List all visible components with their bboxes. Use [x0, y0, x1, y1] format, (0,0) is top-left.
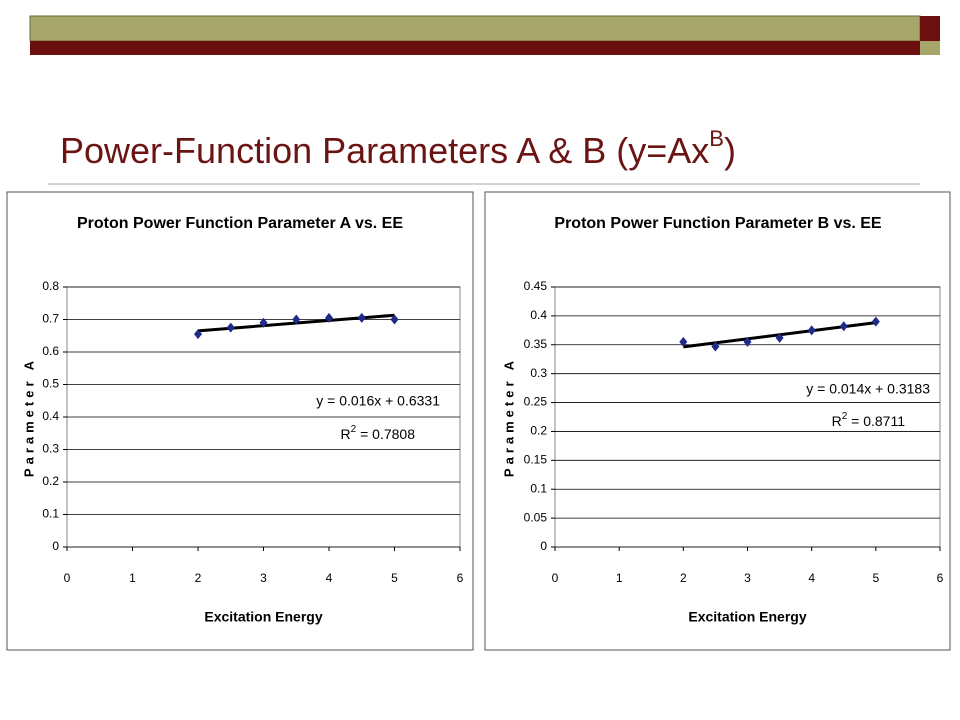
r2-sup: 2: [842, 411, 848, 422]
top-bar: [29, 15, 921, 42]
data-point: [743, 336, 752, 347]
data-point: [679, 336, 688, 347]
y-tick-label: 0.2: [530, 424, 547, 438]
y-tick-label: 0.3: [42, 442, 59, 456]
chart-panel: [6, 191, 474, 651]
data-point: [711, 341, 720, 352]
y-tick-label: 0.1: [42, 507, 59, 521]
x-axis-label: Excitation Energy: [204, 609, 322, 625]
x-tick-label: 0: [552, 571, 559, 585]
chart-title: Proton Power Function Parameter A vs. EE: [77, 215, 403, 232]
x-axis-label: Excitation Energy: [688, 609, 806, 625]
y-tick-label: 0.8: [42, 279, 59, 293]
x-tick-label: 2: [680, 571, 687, 585]
title-text: ): [724, 130, 736, 171]
x-tick-label: 6: [457, 571, 464, 585]
x-tick-label: 5: [872, 571, 879, 585]
corner-square: [920, 41, 940, 55]
x-tick-label: 5: [391, 571, 398, 585]
y-tick-label: 0.45: [524, 279, 548, 293]
y-tick-label: 0.6: [42, 344, 59, 358]
title-text: Power-Function Parameters A & B (y=Ax: [60, 130, 709, 171]
data-point: [775, 332, 784, 343]
chart-panel: [484, 191, 951, 651]
title-sup: B: [709, 126, 724, 151]
x-tick-label: 0: [64, 571, 71, 585]
corner-square: [920, 16, 940, 41]
r2-text: = 0.8711: [847, 413, 905, 429]
x-tick-label: 1: [129, 571, 136, 585]
x-tick-label: 6: [937, 571, 944, 585]
y-tick-label: 0: [540, 539, 547, 553]
data-point: [871, 316, 880, 327]
x-tick-label: 1: [616, 571, 623, 585]
x-tick-label: 3: [744, 571, 751, 585]
y-tick-label: 0.1: [530, 481, 547, 495]
y-tick-label: 0.4: [530, 308, 547, 322]
data-point: [226, 322, 235, 333]
y-tick-label: 0.3: [530, 366, 547, 380]
y-tick-label: 0.5: [42, 377, 59, 391]
slide-title: Power-Function Parameters A & B (y=AxB): [60, 126, 736, 170]
x-tick-label: 2: [195, 571, 202, 585]
data-point: [325, 312, 333, 323]
accent-bar: [30, 41, 920, 55]
x-tick-label: 4: [808, 571, 815, 585]
x-tick-label: 3: [260, 571, 267, 585]
r2-text: = 0.7808: [356, 426, 415, 442]
y-tick-label: 0.05: [524, 510, 548, 524]
y-tick-label: 0: [52, 539, 59, 553]
r2-sup: 2: [351, 424, 357, 435]
trend-equation: y = 0.016x + 0.6331: [316, 393, 440, 409]
y-axis-label: Parameter A: [501, 357, 516, 477]
r2-text: R: [832, 413, 842, 429]
r-squared: R2 = 0.7808: [341, 424, 416, 442]
trend-equation: y = 0.014x + 0.3183: [806, 381, 930, 397]
chart-title: Proton Power Function Parameter B vs. EE: [554, 215, 882, 232]
data-point: [194, 329, 202, 340]
data-point: [292, 314, 301, 325]
y-tick-label: 0.15: [524, 453, 548, 467]
x-tick-label: 4: [326, 571, 333, 585]
data-point: [390, 314, 399, 325]
y-tick-label: 0.4: [42, 409, 59, 423]
data-point: [807, 325, 816, 336]
r2-text: R: [341, 426, 351, 442]
y-axis-label: Parameter A: [21, 357, 36, 477]
y-tick-label: 0.2: [42, 474, 59, 488]
data-point: [259, 317, 268, 328]
data-point: [357, 312, 366, 323]
y-tick-label: 0.35: [524, 337, 548, 351]
y-tick-label: 0.7: [42, 312, 59, 326]
data-point: [839, 321, 848, 332]
y-tick-label: 0.25: [524, 395, 548, 409]
r-squared: R2 = 0.8711: [832, 411, 906, 429]
